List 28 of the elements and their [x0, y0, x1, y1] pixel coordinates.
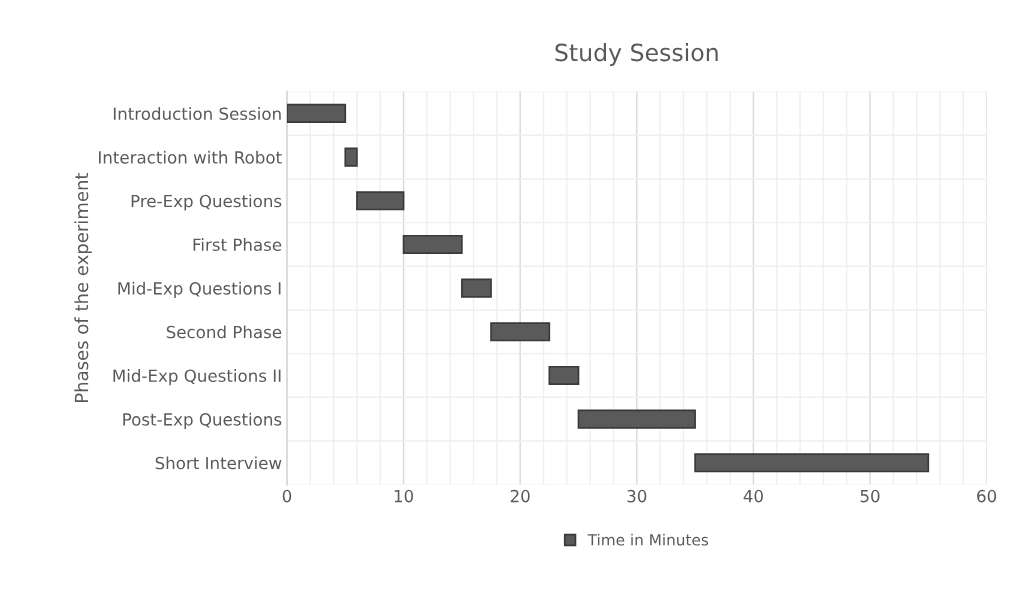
- x-tick-label: 60: [977, 489, 997, 503]
- y-tick-label: Mid-Exp Questions II: [113, 369, 281, 386]
- y-tick-label: Second Phase: [166, 325, 282, 339]
- y-tick-label: Short Interview: [155, 456, 282, 470]
- bar: [577, 409, 696, 429]
- legend-label: Time in Minutes: [587, 533, 709, 546]
- x-tick-label: 10: [394, 489, 414, 503]
- y-tick-label: Interaction with Robot: [99, 150, 282, 164]
- bar: [490, 322, 551, 342]
- x-tick-label: 50: [860, 489, 880, 503]
- bar: [286, 103, 347, 124]
- bar: [548, 365, 580, 386]
- y-tick-label: Post-Exp Questions: [123, 412, 282, 429]
- bar: [356, 191, 405, 211]
- bar: [461, 278, 492, 298]
- chart-title: Study Session: [555, 43, 718, 66]
- bar: [694, 453, 930, 473]
- x-tick-label: 40: [743, 489, 763, 503]
- x-tick-label: 20: [510, 489, 530, 503]
- y-axis-title: Phases of the experiment: [74, 172, 92, 402]
- y-tick-label: Introduction Session: [113, 107, 281, 121]
- bar: [402, 234, 463, 255]
- y-tick-label: First Phase: [193, 238, 282, 252]
- y-tick-label: Pre-Exp Questions: [131, 194, 282, 211]
- y-tick-label: Mid-Exp Questions I: [118, 281, 281, 298]
- x-tick-label: 0: [282, 489, 292, 503]
- x-tick-label: 30: [627, 489, 647, 503]
- bar: [344, 147, 358, 167]
